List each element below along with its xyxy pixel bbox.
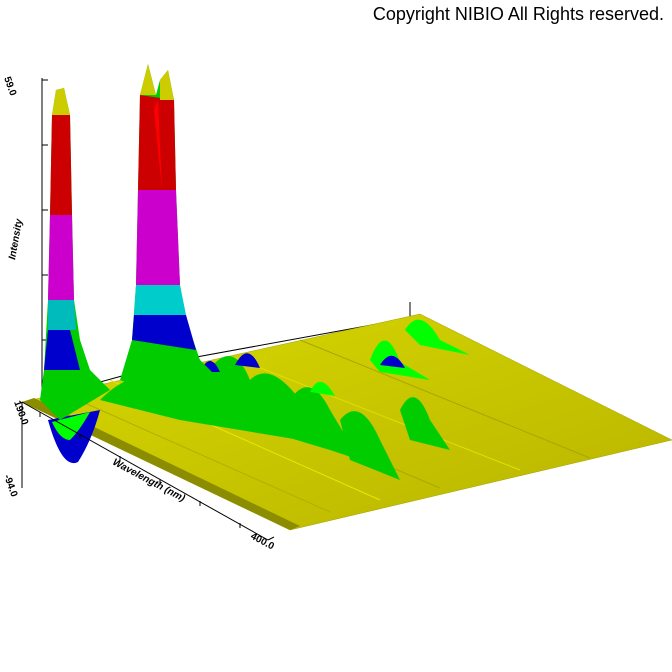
x-axis-ticks [39,412,241,528]
z-max-tick: 59.0 [1,75,18,97]
z-min-tick: -94.0 [1,473,19,499]
minor-peaks [100,319,470,480]
z-axis-label: Intensity [7,218,25,261]
peak-2 [120,64,220,400]
copyright-notice: Copyright NIBIO All Rights reserved. [372,4,664,24]
x-axis [21,401,275,541]
negative-dip [48,410,100,464]
peak-1 [40,88,110,420]
x-end-tick: 400.0 [249,531,277,553]
z-axis [42,79,48,341]
